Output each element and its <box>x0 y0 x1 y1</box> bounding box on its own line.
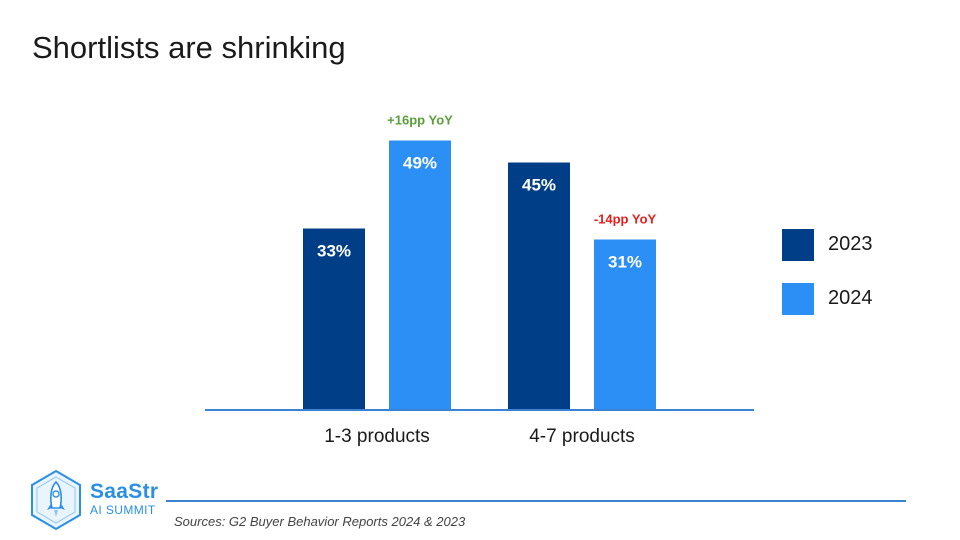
rocket-hexagon-icon <box>31 469 81 531</box>
bar-2023-1 <box>303 228 365 410</box>
logo-subtitle: AI SUMMIT <box>90 503 156 517</box>
legend-label-2024: 2024 <box>828 287 873 309</box>
footer-divider <box>166 500 906 502</box>
bar-value-label: 33% <box>317 242 351 261</box>
legend-swatch-2023 <box>782 228 814 261</box>
chart-legend: 2023 2024 <box>782 228 873 336</box>
bar-value-label: 45% <box>522 176 556 195</box>
legend-label-2023: 2023 <box>828 233 873 255</box>
legend-swatch-2024 <box>782 282 814 315</box>
x-tick-label: 4-7 products <box>529 426 635 447</box>
bar-2023-2 <box>508 162 570 410</box>
bar-2024-2 <box>594 239 656 410</box>
bar-chart: 33% 49% +16pp YoY 1-3 products 45% 31% -14pp Y… <box>205 113 754 447</box>
bar-value-label: 49% <box>403 154 437 173</box>
source-note: Sources: G2 Buyer Behavior Reports 2024 … <box>174 514 466 529</box>
saastr-logo: SaaStr AI SUMMIT <box>28 468 168 532</box>
yoy-annotation: +16pp YoY <box>387 113 453 128</box>
yoy-annotation: -14pp YoY <box>594 212 657 227</box>
bar-value-label: 31% <box>608 253 642 272</box>
legend-item-2023: 2023 <box>782 228 873 261</box>
slide-title: Shortlists are shrinking <box>32 30 346 65</box>
legend-item-2024: 2024 <box>782 282 873 315</box>
x-tick-label: 1-3 products <box>324 426 430 447</box>
logo-wordmark: SaaStr <box>90 480 159 503</box>
bar-2024-1 <box>389 140 451 410</box>
